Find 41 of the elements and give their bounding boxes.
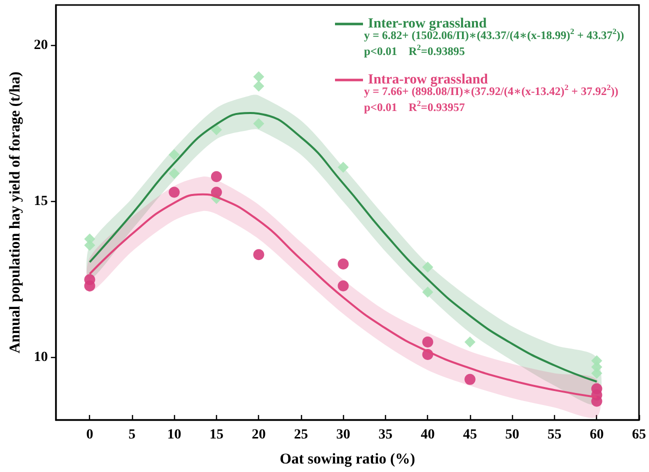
x-tick-label: 20 (252, 428, 266, 442)
point (422, 262, 434, 273)
point (84, 240, 96, 251)
y-tick-label: 15 (34, 194, 48, 210)
x-tick-label: 65 (632, 428, 646, 442)
x-tick-label: 30 (336, 428, 350, 442)
point (168, 168, 180, 179)
point (210, 171, 222, 182)
annotation: p<0.01 R$^{2}$=0.93957 (364, 99, 465, 115)
annotation: p<0.01 R$^{2}$=0.93895 (364, 43, 465, 59)
point (253, 80, 264, 92)
point (422, 286, 434, 298)
x-axis-title: Oat sowing ratio (%) (280, 452, 416, 468)
x-tick-label: 15 (209, 428, 224, 442)
x-tick-label: 55 (547, 428, 562, 442)
point (253, 249, 264, 260)
point (253, 118, 264, 130)
point (464, 374, 476, 385)
x-tick-label: 25 (294, 428, 308, 442)
point (168, 186, 180, 198)
y-axis-title: Annual population hay yield of forage (t/ha) (8, 72, 24, 354)
x-tick-label: 35 (378, 428, 392, 442)
point (338, 280, 349, 292)
x-tick-label: 45 (462, 428, 477, 442)
y-tick-label: 20 (34, 38, 48, 54)
x-tick-label: 0 (86, 428, 94, 442)
x-tick-label: 50 (505, 428, 520, 442)
point (210, 124, 222, 136)
x-tick-label: 60 (590, 428, 604, 442)
y-tick-label: 10 (34, 350, 48, 366)
point (168, 149, 180, 160)
point (253, 71, 264, 82)
x-tick-label: 5 (128, 428, 136, 442)
point (464, 336, 476, 348)
point (84, 280, 96, 292)
point (338, 162, 349, 173)
x-tick-label: 10 (167, 428, 182, 442)
x-tick-label: 40 (420, 428, 435, 442)
point (422, 336, 434, 348)
point (338, 258, 349, 270)
point (591, 396, 602, 407)
